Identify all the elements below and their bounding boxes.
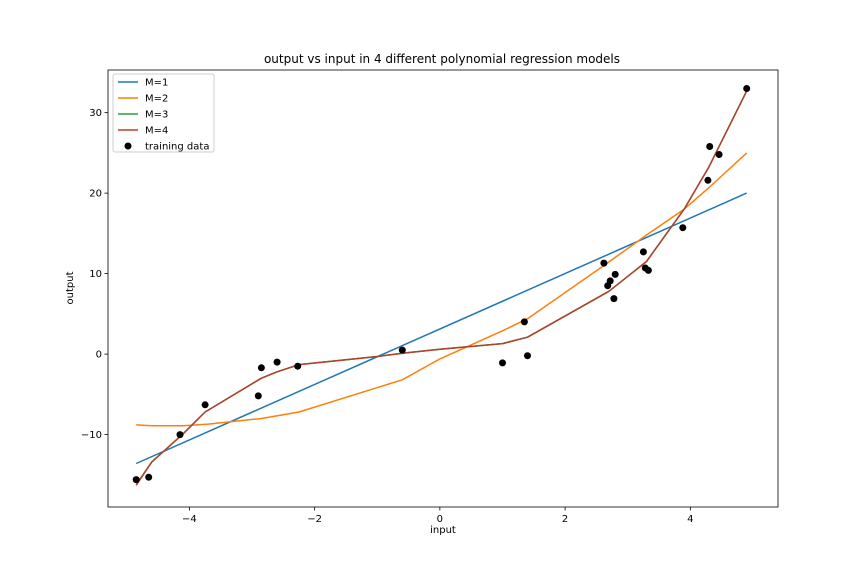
legend: M=1 M=2 M=3 M=4 training data	[112, 73, 215, 153]
legend-swatch-points	[124, 142, 132, 150]
data-point	[644, 266, 652, 274]
plot-area	[132, 85, 751, 486]
legend-label: training data	[145, 142, 209, 153]
x-axis-ticks: −4 −2 0 2 4	[182, 507, 694, 525]
series-line-1	[135, 192, 748, 465]
y-tick-label: 10	[89, 269, 102, 280]
y-tick-label: 0	[96, 350, 102, 361]
data-point	[639, 248, 647, 256]
data-point	[254, 392, 262, 400]
data-point	[706, 143, 714, 150]
data-point	[132, 476, 140, 484]
data-point	[145, 473, 153, 481]
y-axis-ticks: −10 0 10 20 30	[81, 108, 108, 441]
x-tick-label: 0	[437, 514, 443, 525]
data-point	[704, 176, 712, 184]
data-point	[524, 352, 531, 360]
y-tick-label: −10	[81, 430, 102, 441]
legend-box	[112, 73, 215, 153]
data-point	[499, 359, 506, 367]
y-tick-label: 30	[89, 108, 102, 119]
y-axis-label: output	[65, 271, 76, 304]
data-point	[176, 431, 184, 439]
data-point	[743, 85, 751, 92]
data-point	[679, 224, 687, 232]
data-point	[398, 346, 406, 354]
chart-title: output vs input in 4 different polynomia…	[264, 52, 620, 66]
data-point	[610, 295, 618, 303]
x-tick-label: −2	[307, 514, 322, 525]
series-line-4	[135, 90, 748, 486]
data-point	[611, 270, 619, 278]
legend-label: M=1	[145, 78, 168, 89]
data-point	[606, 277, 614, 285]
data-point	[273, 358, 281, 366]
data-point	[294, 362, 302, 370]
legend-label: M=3	[145, 110, 168, 121]
series-line-2	[136, 152, 748, 427]
x-tick-label: −4	[182, 514, 197, 525]
data-point	[520, 318, 528, 326]
x-tick-label: 2	[562, 514, 568, 525]
y-tick-label: 20	[89, 189, 102, 200]
data-point	[201, 401, 209, 409]
x-tick-label: 4	[687, 514, 693, 525]
series-line-3	[135, 90, 748, 485]
data-point	[715, 151, 723, 158]
data-point	[257, 364, 265, 372]
x-axis-label: input	[430, 525, 456, 536]
data-point	[600, 259, 608, 267]
legend-label: M=2	[145, 94, 168, 105]
plot-frame	[107, 69, 779, 508]
legend-label: M=4	[145, 126, 168, 137]
